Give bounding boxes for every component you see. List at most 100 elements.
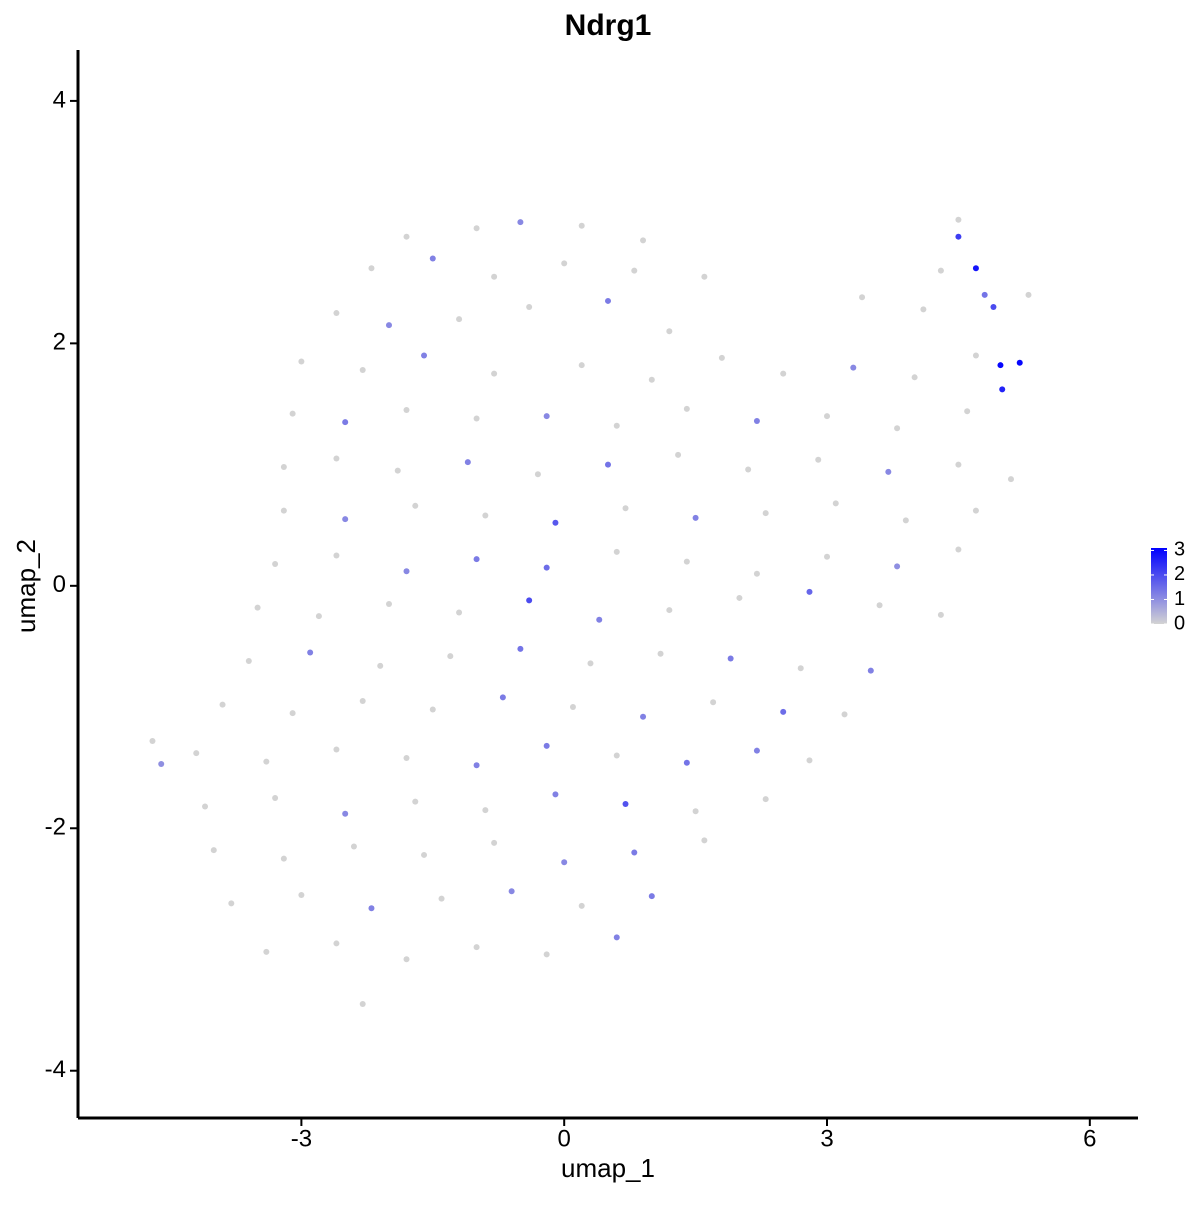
point (456, 609, 463, 616)
point (403, 956, 410, 963)
point (613, 752, 620, 759)
y-tick-label: 0 (53, 571, 66, 598)
point (640, 713, 647, 720)
point (902, 517, 909, 524)
point (263, 758, 270, 765)
chart-title: Ndrg1 (565, 9, 652, 42)
point (753, 570, 760, 577)
point (438, 895, 445, 902)
point (569, 704, 576, 711)
point (999, 386, 1006, 393)
point (342, 516, 349, 523)
point (333, 455, 340, 462)
point (377, 662, 384, 669)
point (578, 902, 585, 909)
point (543, 413, 550, 420)
colorbar-label: 0 (1174, 612, 1185, 634)
point (622, 505, 629, 512)
point (245, 657, 252, 664)
point (342, 419, 349, 426)
point (1025, 291, 1032, 298)
point (412, 502, 419, 509)
x-axis-label: umap_1 (561, 1153, 655, 1183)
point (193, 750, 200, 757)
point (631, 849, 638, 856)
point (972, 265, 979, 272)
point (359, 697, 366, 704)
point (997, 362, 1004, 369)
point (806, 588, 813, 595)
point (429, 255, 436, 262)
point (640, 237, 647, 244)
point (605, 461, 611, 468)
point (955, 216, 962, 223)
point (526, 303, 533, 310)
point (683, 759, 690, 766)
point (894, 563, 901, 570)
point (526, 597, 533, 604)
point (841, 711, 848, 718)
point (561, 260, 568, 267)
point (876, 602, 883, 609)
point (578, 362, 585, 369)
point (421, 851, 428, 858)
y-axis-label: umap_2 (11, 539, 41, 633)
point (885, 468, 892, 475)
point (552, 791, 559, 798)
point (254, 604, 261, 611)
point (806, 757, 813, 764)
point (920, 306, 927, 313)
point (385, 601, 392, 608)
point (333, 746, 340, 753)
point (675, 451, 682, 458)
point (972, 507, 979, 514)
point (552, 519, 559, 526)
point (394, 467, 401, 474)
colorbar-label: 1 (1174, 588, 1185, 610)
point (824, 553, 831, 560)
point (158, 761, 165, 768)
point (263, 948, 270, 955)
point (622, 801, 629, 808)
point (753, 747, 760, 754)
point (543, 564, 550, 571)
point (368, 905, 375, 912)
point (149, 737, 156, 744)
point (1016, 359, 1023, 366)
point (964, 408, 971, 415)
point (534, 471, 541, 478)
point (613, 422, 620, 429)
point (333, 310, 340, 317)
point (657, 650, 664, 657)
point (280, 507, 287, 514)
point (280, 855, 287, 862)
colorbar-label: 3 (1174, 539, 1185, 561)
point (753, 417, 760, 424)
point (911, 374, 918, 381)
x-tick-label: -3 (291, 1125, 312, 1152)
point (482, 807, 489, 814)
point (648, 893, 655, 900)
point (937, 267, 944, 274)
point (780, 708, 787, 715)
point (289, 410, 296, 417)
point (280, 464, 287, 471)
point (491, 839, 498, 846)
point (596, 616, 603, 623)
point (491, 370, 498, 377)
x-tick-label: 6 (1083, 1125, 1096, 1152)
point (894, 425, 901, 432)
point (972, 352, 979, 359)
point (508, 888, 515, 895)
point (990, 303, 997, 310)
point (955, 233, 962, 240)
point (605, 297, 611, 304)
point (447, 653, 454, 660)
point (368, 265, 375, 272)
point (824, 413, 831, 420)
point (859, 294, 866, 301)
point (473, 556, 480, 563)
point (701, 273, 708, 280)
point (955, 546, 962, 553)
